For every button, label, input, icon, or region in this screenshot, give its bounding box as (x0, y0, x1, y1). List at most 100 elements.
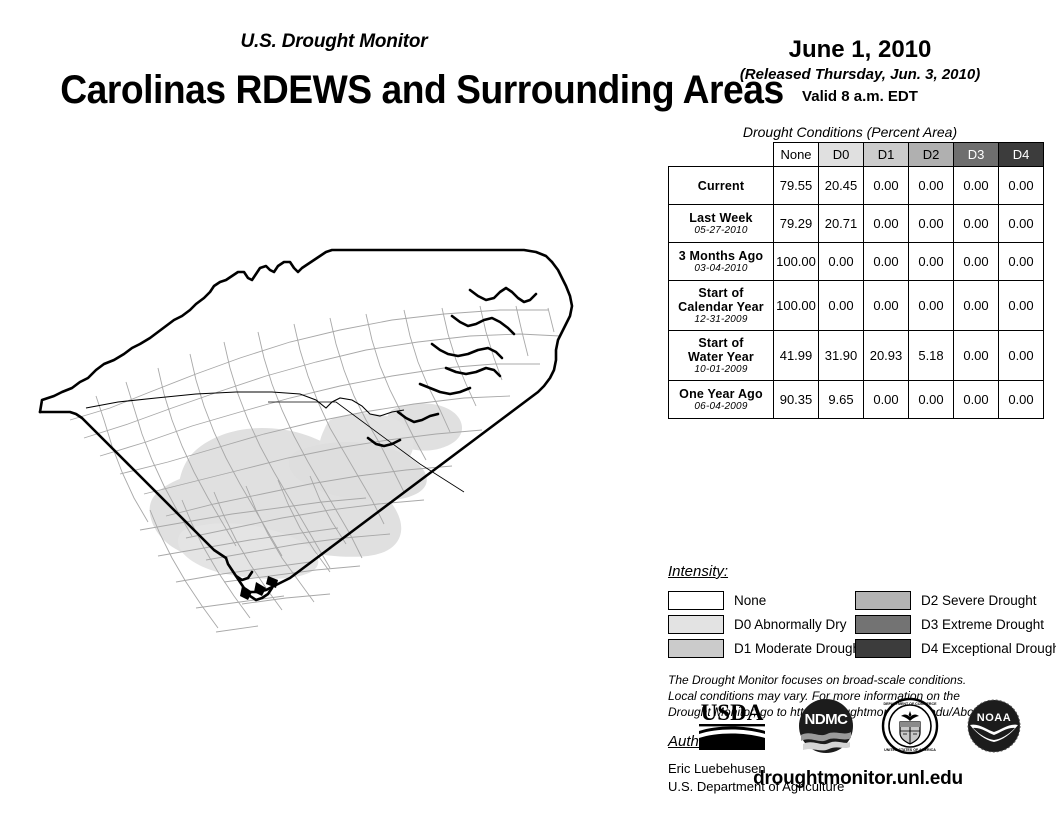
row-label-date: 05-27-2010 (694, 224, 748, 236)
row-label-text: Last Week (689, 210, 753, 225)
drought-conditions-table: None D0 D1 D2 D3 D4 Current 79.55 20.45 … (668, 142, 1044, 420)
row-label-text-line1: Start of (698, 336, 744, 351)
row-label-text-line1: Start of (698, 286, 744, 300)
row-label-date: 12-31-2009 (694, 314, 748, 325)
ndmc-logo: NDMC (797, 697, 855, 760)
cell-calendar-year-d2: 0.00 (908, 279, 954, 332)
legend-item-d3: D3 Extreme Drought (855, 612, 1056, 636)
cell-last-week-d1: 0.00 (863, 204, 909, 243)
cell-three-months-none: 100.00 (773, 242, 819, 281)
column-header-d0: D0 (818, 142, 864, 167)
column-header-d3: D3 (953, 142, 999, 167)
table-row: 3 Months Ago 03-04-2010 100.00 0.00 0.00… (668, 242, 1044, 281)
legend-label-d2: D2 Severe Drought (921, 592, 1037, 608)
disclaimer-line-2: Local conditions may vary. For more info… (668, 688, 960, 703)
dept-commerce-seal: DEPARTMENT OF COMMERCE UNITED STATES OF … (881, 697, 939, 760)
drought-map (0, 120, 660, 816)
cell-current-d3: 0.00 (953, 166, 999, 205)
table-row: Last Week 05-27-2010 79.29 20.71 0.00 0.… (668, 204, 1044, 243)
swatch-d1-icon (668, 638, 724, 658)
row-label-text: Current (697, 178, 745, 193)
table-row: One Year Ago 06-04-2009 90.35 9.65 0.00 … (668, 380, 1044, 420)
row-label-current: Current (668, 166, 774, 205)
row-label-date: 06-04-2009 (694, 401, 748, 413)
row-label-text: 3 Months Ago (678, 248, 764, 263)
cell-water-year-d1: 20.93 (863, 330, 909, 382)
swatch-d0-icon (668, 614, 724, 634)
svg-text:USDA: USDA (701, 700, 764, 725)
cell-three-months-d3: 0.00 (953, 242, 999, 281)
noaa-logo: NOAA (965, 697, 1023, 760)
cell-three-months-d0: 0.00 (818, 242, 864, 281)
table-row: Start of Calendar Year 12-31-2009 100.00… (668, 279, 1044, 332)
column-header-none: None (773, 142, 819, 167)
agency-logo-strip: USDA NDMC DEPARTMENT OF COMMERCE (660, 688, 1056, 768)
swatch-d4-icon (855, 638, 911, 658)
author-organization: U.S. Department of Agriculture (668, 779, 845, 794)
table-row: Current 79.55 20.45 0.00 0.00 0.00 0.00 (668, 166, 1044, 205)
intensity-heading: Intensity: (668, 563, 729, 580)
row-label-date: 03-04-2010 (694, 262, 748, 274)
cell-three-months-d4: 0.00 (998, 242, 1044, 281)
row-label-date: 10-01-2009 (694, 364, 748, 376)
cell-one-year-ago-d1: 0.00 (863, 380, 909, 420)
valid-time: Valid 8 a.m. EDT (802, 88, 918, 105)
row-label-start-calendar-year: Start of Calendar Year 12-31-2009 (668, 279, 774, 332)
cell-water-year-d3: 0.00 (953, 330, 999, 382)
swatch-d3-icon (855, 614, 911, 634)
legend-item-d4: D4 Exceptional Drought (855, 636, 1056, 660)
release-date: (Released Thursday, Jun. 3, 2010) (739, 66, 981, 83)
legend-label-d1: D1 Moderate Drought (734, 640, 864, 656)
row-label-one-year-ago: One Year Ago 06-04-2009 (668, 380, 774, 420)
cell-calendar-year-d1: 0.00 (863, 279, 909, 332)
cell-water-year-d2: 5.18 (908, 330, 954, 382)
cell-three-months-d2: 0.00 (908, 242, 954, 281)
legend-column-right: D2 Severe Drought D3 Extreme Drought D4 … (855, 588, 1056, 660)
row-label-start-water-year: Start of Water Year 10-01-2009 (668, 330, 774, 382)
table-corner-cell (669, 143, 774, 167)
column-header-d2: D2 (908, 142, 954, 167)
swatch-d2-icon (855, 590, 911, 610)
svg-text:DEPARTMENT OF COMMERCE: DEPARTMENT OF COMMERCE (883, 702, 937, 706)
cell-last-week-none: 79.29 (773, 204, 819, 243)
row-label-last-week: Last Week 05-27-2010 (668, 204, 774, 243)
page-title: Carolinas RDEWS and Surrounding Areas (60, 68, 784, 112)
climate-division-line (268, 401, 465, 493)
row-label-text-line2: Water Year (688, 350, 754, 365)
legend-item-none: None (668, 588, 864, 612)
cell-one-year-ago-d0: 9.65 (818, 380, 864, 420)
author-name: Eric Luebehusen (668, 761, 766, 776)
row-label-text: One Year Ago (679, 387, 763, 402)
drought-monitor-supertitle: U.S. Drought Monitor (240, 31, 428, 52)
table-row: Start of Water Year 10-01-2009 41.99 31.… (668, 330, 1044, 382)
legend-label-d0: D0 Abnormally Dry (734, 616, 847, 632)
legend-label-d3: D3 Extreme Drought (921, 616, 1045, 632)
row-label-text-line2: Calendar Year (678, 300, 764, 314)
cell-calendar-year-d4: 0.00 (998, 279, 1044, 332)
legend-item-d1: D1 Moderate Drought (668, 636, 864, 660)
legend-label-none: None (734, 592, 767, 608)
legend-label-d4: D4 Exceptional Drought (921, 640, 1056, 656)
cell-last-week-d4: 0.00 (998, 204, 1044, 243)
disclaimer-line-1: The Drought Monitor focuses on broad-sca… (668, 673, 967, 687)
table-header-row: None D0 D1 D2 D3 D4 (669, 142, 1044, 167)
column-header-d4: D4 (998, 142, 1044, 167)
cell-water-year-d4: 0.00 (998, 330, 1044, 382)
d0-drought-region (149, 403, 462, 579)
svg-text:NDMC: NDMC (805, 711, 849, 728)
swatch-none-icon (668, 590, 724, 610)
cell-last-week-d2: 0.00 (908, 204, 954, 243)
cell-calendar-year-d3: 0.00 (953, 279, 999, 332)
right-information-panel: Drought Conditions (Percent Area) None D… (660, 120, 1056, 816)
state-internal-boundary (85, 391, 405, 417)
cell-water-year-d0: 31.90 (818, 330, 864, 382)
cell-current-d4: 0.00 (998, 166, 1044, 205)
usda-logo: USDA (693, 698, 771, 759)
legend-item-d2: D2 Severe Drought (855, 588, 1056, 612)
cell-current-d1: 0.00 (863, 166, 909, 205)
valid-date: June 1, 2010 (788, 36, 932, 63)
cell-current-d0: 20.45 (818, 166, 864, 205)
website-url[interactable]: droughtmonitor.unl.edu (753, 768, 963, 789)
row-label-three-months-ago: 3 Months Ago 03-04-2010 (668, 242, 774, 281)
legend-column-left: None D0 Abnormally Dry D1 Moderate Droug… (668, 588, 864, 660)
